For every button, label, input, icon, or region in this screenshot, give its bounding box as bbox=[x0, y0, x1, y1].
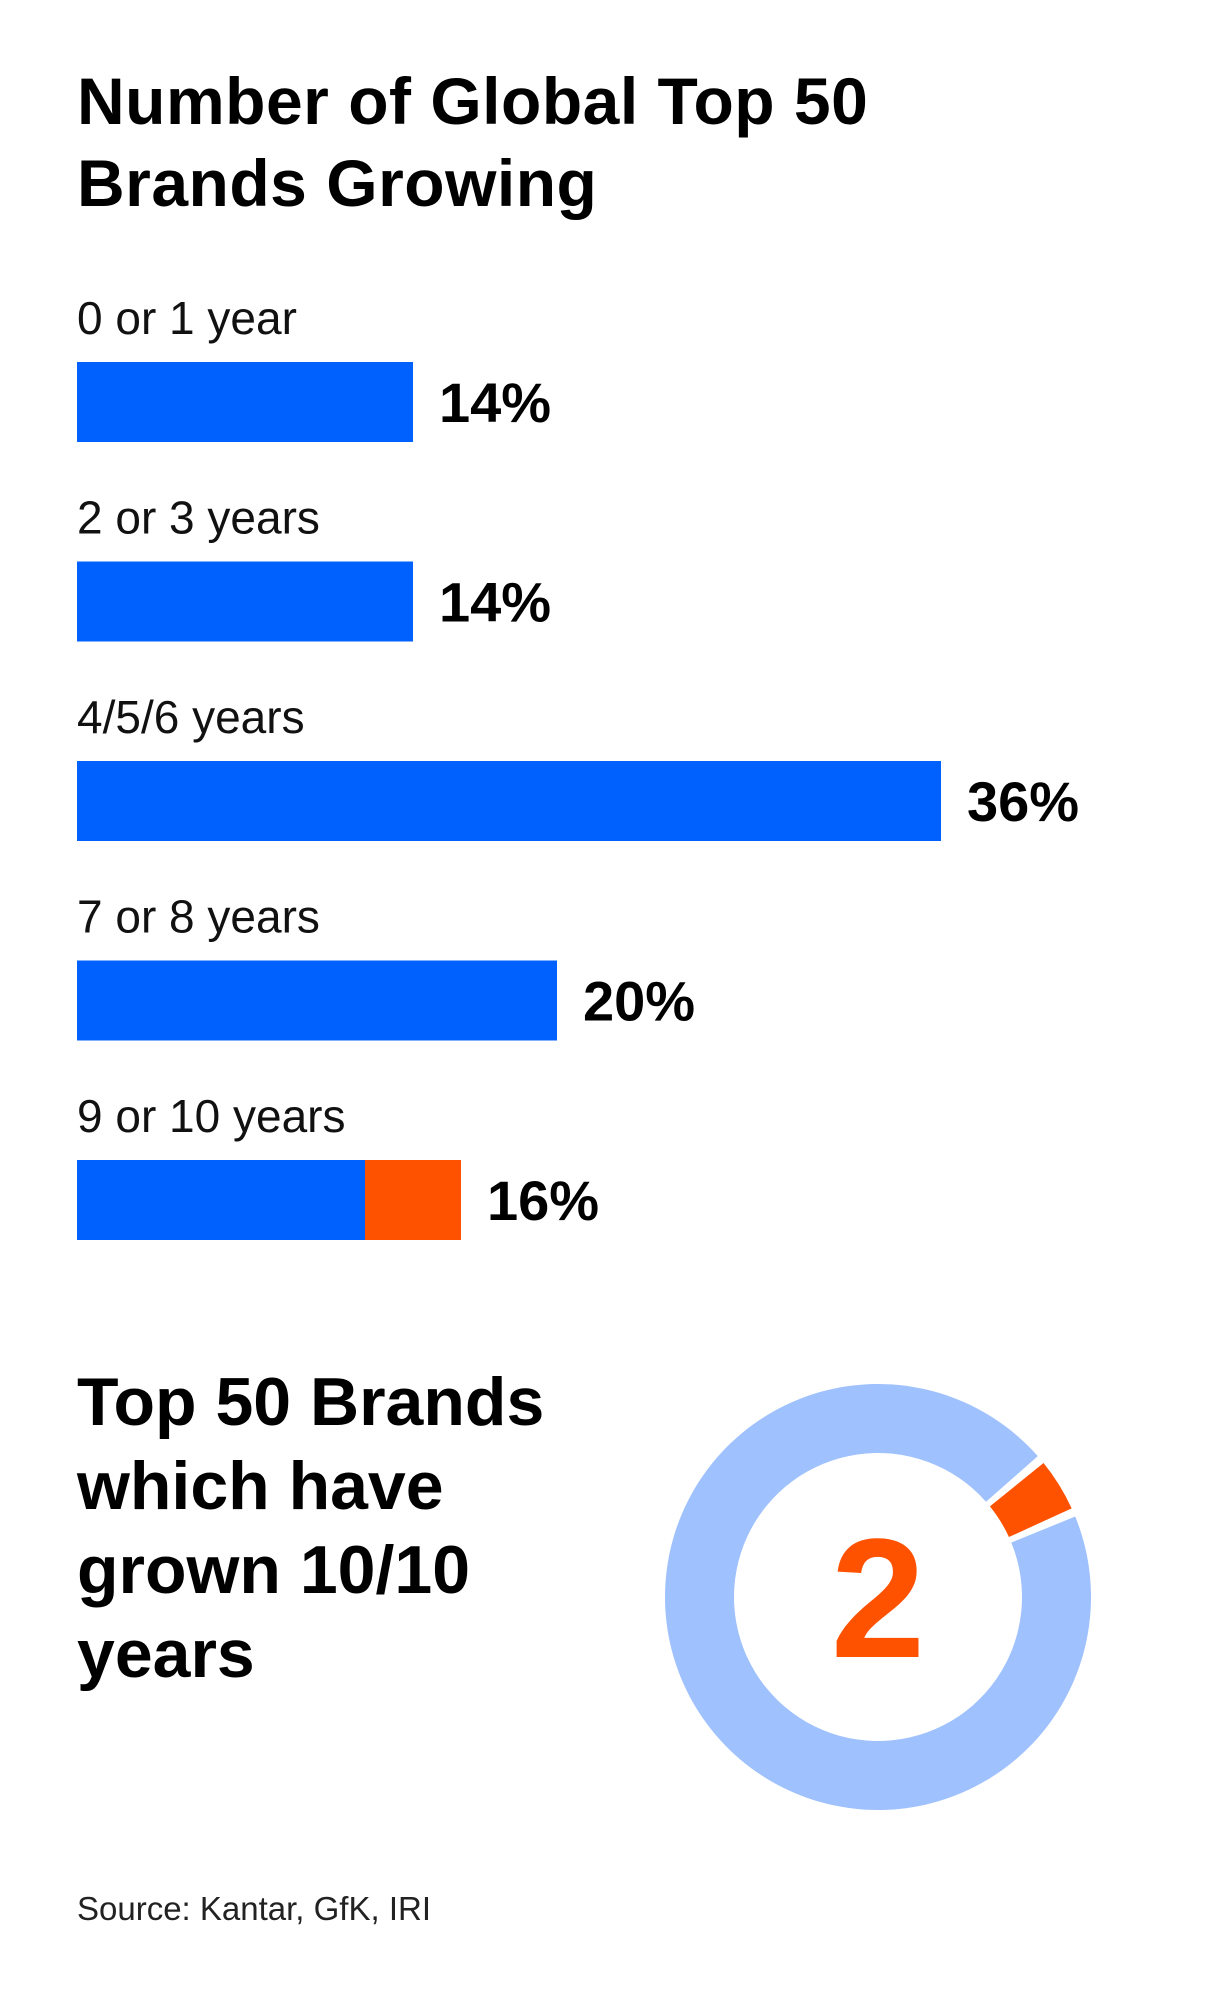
category-label: 9 or 10 years bbox=[77, 1090, 345, 1142]
bar bbox=[77, 362, 413, 442]
bar bbox=[77, 960, 557, 1041]
bar bbox=[77, 561, 413, 642]
donut-remaining-slice bbox=[665, 1383, 1091, 1810]
source-note: Source: Kantar, GfK, IRI bbox=[77, 1890, 431, 1927]
value-label: 36% bbox=[967, 770, 1079, 833]
bar-chart: 0 or 1 year 14% 2 or 3 years 14% 4/5/6 years… bbox=[77, 292, 1079, 1240]
donut-highlight-slice bbox=[989, 1462, 1072, 1538]
value-label: 14% bbox=[439, 571, 551, 634]
category-label: 4/5/6 years bbox=[77, 691, 305, 743]
bar bbox=[77, 1160, 365, 1240]
value-label: 20% bbox=[583, 970, 695, 1033]
category-label: 0 or 1 year bbox=[77, 292, 297, 344]
chart-title: Number of Global Top 50 Brands Growing bbox=[77, 64, 869, 220]
donut-title: Top 50 Brands which have grown 10/10 yea… bbox=[77, 1364, 545, 1692]
value-label: 16% bbox=[487, 1169, 599, 1232]
donut-center-number: 2 bbox=[831, 1504, 926, 1694]
category-label: 2 or 3 years bbox=[77, 492, 320, 544]
value-label: 14% bbox=[439, 371, 551, 434]
category-label: 7 or 8 years bbox=[77, 891, 320, 943]
bar-highlight-segment bbox=[365, 1160, 461, 1240]
bar bbox=[77, 761, 941, 841]
